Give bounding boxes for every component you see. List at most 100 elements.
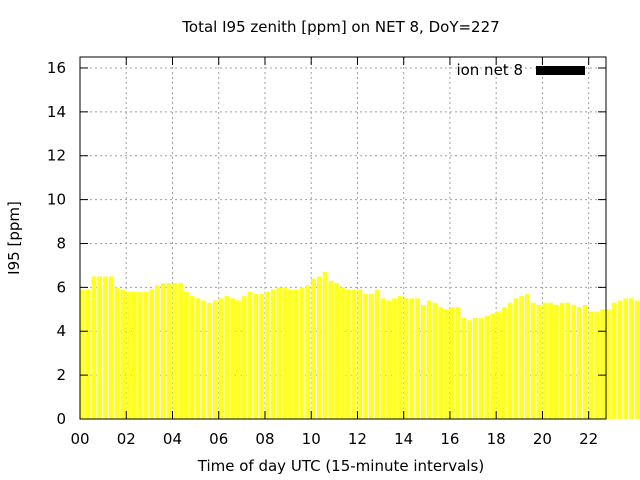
bar	[588, 311, 594, 419]
bar	[340, 287, 345, 419]
bar	[276, 287, 282, 419]
bar	[212, 300, 218, 419]
bar	[392, 298, 397, 419]
bar	[236, 300, 241, 419]
bar	[386, 300, 392, 419]
bar	[149, 289, 155, 419]
bar	[611, 302, 617, 419]
bar	[270, 289, 276, 419]
bar	[478, 318, 484, 419]
bar	[351, 289, 357, 419]
bar	[155, 285, 160, 419]
bar	[634, 300, 640, 419]
bar	[426, 300, 432, 419]
bar	[189, 296, 195, 419]
bar	[403, 298, 409, 419]
bar	[617, 300, 623, 419]
y-tick-label: 0	[56, 410, 66, 428]
bar	[397, 296, 403, 419]
bar	[184, 291, 189, 419]
bar	[311, 278, 316, 419]
bar	[606, 309, 611, 419]
bar	[501, 307, 507, 419]
y-tick-label: 12	[47, 147, 66, 165]
bar	[432, 302, 438, 419]
bar	[91, 276, 97, 419]
x-tick-label: 22	[579, 430, 598, 448]
bar	[519, 296, 525, 419]
bar	[97, 276, 103, 419]
bar	[143, 291, 149, 419]
bar	[334, 282, 340, 419]
bar	[513, 298, 519, 419]
bar	[218, 298, 224, 419]
bar	[444, 309, 449, 419]
bar	[85, 289, 91, 419]
x-tick-label: 18	[487, 430, 506, 448]
bar	[201, 300, 207, 419]
bar	[594, 311, 600, 419]
bar	[247, 291, 253, 419]
bar	[103, 276, 108, 419]
x-tick-label: 20	[533, 430, 552, 448]
x-tick-label: 14	[394, 430, 413, 448]
bar	[316, 276, 322, 419]
bar	[490, 313, 496, 419]
bar	[409, 298, 415, 419]
bar	[305, 285, 311, 419]
bars	[80, 272, 640, 419]
x-tick-label: 08	[255, 430, 274, 448]
bar	[282, 287, 288, 419]
bar	[288, 289, 293, 419]
bar	[178, 282, 184, 419]
bar	[565, 302, 571, 419]
bar	[299, 287, 305, 419]
y-tick-label: 16	[47, 59, 66, 77]
x-tick-label: 00	[70, 430, 89, 448]
bar	[160, 282, 166, 419]
y-tick-label: 6	[56, 278, 66, 296]
bar	[559, 302, 565, 419]
bar	[253, 293, 259, 419]
y-axis-ticks: 0 2 4 6 8 10 12 14 16	[47, 59, 606, 428]
x-tick-label: 02	[117, 430, 136, 448]
bar	[473, 318, 478, 419]
bar	[241, 296, 247, 419]
legend-swatch	[536, 66, 585, 75]
bar	[363, 293, 368, 419]
bar	[530, 302, 536, 419]
bar	[571, 304, 577, 419]
bar	[455, 307, 461, 419]
bar	[467, 320, 473, 419]
bar	[380, 298, 386, 419]
bar	[259, 293, 264, 419]
bar	[224, 296, 230, 419]
bar	[357, 289, 363, 419]
bar	[114, 287, 120, 419]
chart-title: Total I95 zenith [ppm] on NET 8, DoY=227	[181, 18, 499, 36]
bar	[548, 302, 553, 419]
bar	[328, 280, 334, 419]
bar	[172, 282, 178, 419]
y-tick-label: 4	[56, 322, 66, 340]
bar	[126, 291, 131, 419]
bar	[374, 289, 380, 419]
bar	[108, 276, 114, 419]
bar	[525, 293, 530, 419]
x-tick-label: 10	[302, 430, 321, 448]
bar	[449, 307, 455, 419]
x-tick-label: 16	[440, 430, 459, 448]
bar	[230, 298, 236, 419]
x-axis-ticks: 00 02 04 06 08 10 12 14 16 18 20 22	[70, 57, 598, 448]
bar	[293, 289, 299, 419]
bar	[438, 307, 444, 419]
y-tick-label: 10	[47, 191, 66, 209]
bar	[536, 304, 542, 419]
bar	[577, 307, 582, 419]
bar	[553, 304, 559, 419]
bar	[120, 289, 126, 419]
bar	[542, 302, 548, 419]
bar	[623, 298, 629, 419]
legend-label: ion net 8	[456, 61, 523, 79]
x-tick-label: 06	[209, 430, 228, 448]
